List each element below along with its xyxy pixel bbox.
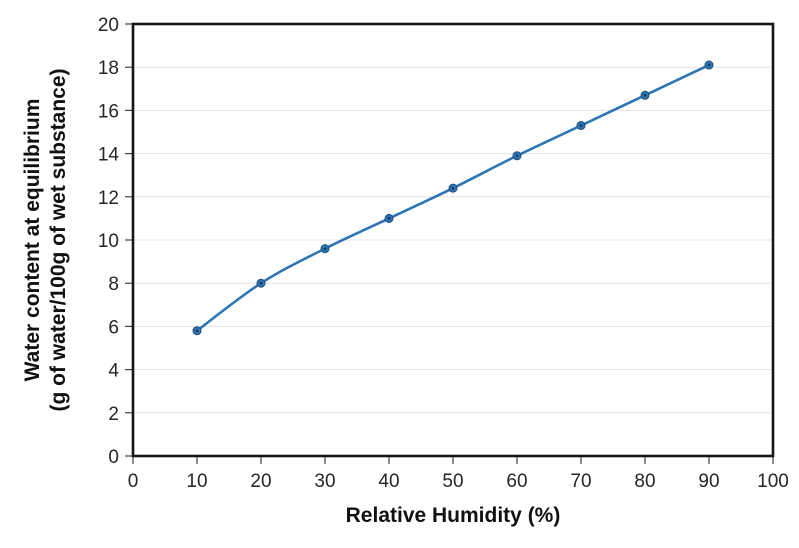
data-point-marker-center <box>323 247 327 251</box>
tick-labels-layer: 0 10 20 30 40 50 60 70 80 90 100 0 2 4 6 8 10 12 14 16 18 20 <box>98 15 789 492</box>
plot-border <box>131 22 775 458</box>
y-tick-label: 8 <box>108 274 119 295</box>
data-point-marker-center <box>451 186 455 190</box>
data-point-marker-center <box>579 124 583 127</box>
data-point-marker-center <box>259 281 263 285</box>
data-point-marker-center <box>643 93 647 97</box>
y-tick-label: 16 <box>98 101 119 122</box>
y-tick-label: 0 <box>108 447 119 468</box>
x-tick-label: 70 <box>570 471 591 492</box>
x-tick-label: 0 <box>128 471 139 492</box>
data-point-marker-center <box>195 329 199 333</box>
data-point-marker-center <box>387 217 391 220</box>
x-tick-label: 50 <box>442 471 463 492</box>
y-axis-title: Water content at equilibrium (g of water… <box>21 68 70 411</box>
y-tick-label: 18 <box>98 58 119 79</box>
x-tick-label: 10 <box>186 471 207 492</box>
y-tick-label: 6 <box>108 317 119 338</box>
y-tick-label: 2 <box>108 404 119 425</box>
x-tick-label: 20 <box>250 471 271 492</box>
y-tick-label: 20 <box>98 15 119 36</box>
gridlines-layer <box>133 66 773 414</box>
y-tick-label: 12 <box>98 188 119 209</box>
ticks-layer <box>125 23 774 464</box>
x-axis-title: Relative Humidity (%) <box>346 504 561 527</box>
x-tick-label: 30 <box>314 471 335 492</box>
data-point-marker-center <box>707 63 711 67</box>
data-point-marker-center <box>515 154 519 158</box>
x-tick-label: 90 <box>698 471 719 492</box>
series-line <box>195 63 711 333</box>
y-tick-label: 4 <box>108 361 119 382</box>
plot-border-layer <box>131 22 775 458</box>
data-series-layer <box>192 60 714 336</box>
y-tick-label: 10 <box>98 231 119 252</box>
y-tick-label: 14 <box>98 145 120 166</box>
x-tick-label: 100 <box>757 471 789 492</box>
x-tick-label: 80 <box>634 471 655 492</box>
x-tick-label: 40 <box>378 471 399 492</box>
x-tick-label: 60 <box>506 471 527 492</box>
y-axis-title-line2: (g of water/100g of wet substance) <box>47 68 70 411</box>
y-axis-title-line1: Water content at equilibrium <box>21 99 44 382</box>
